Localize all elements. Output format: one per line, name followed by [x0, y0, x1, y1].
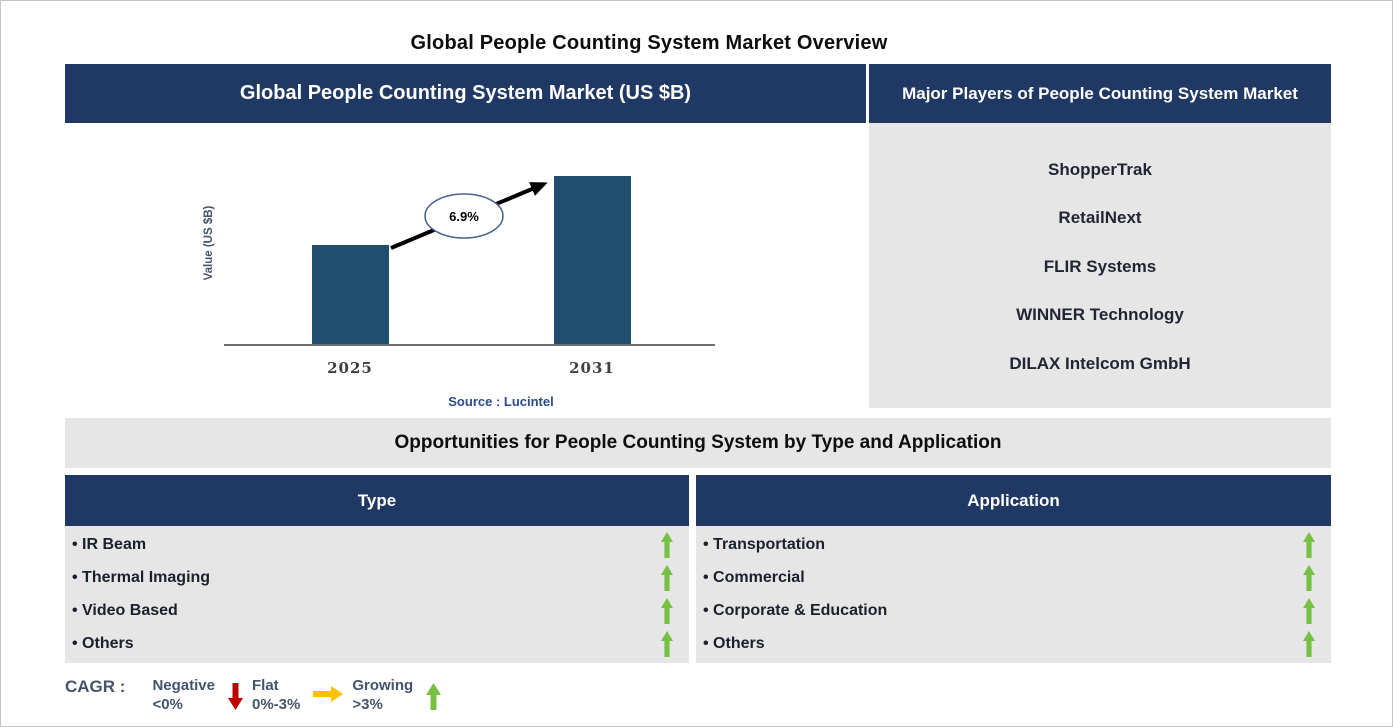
- major-players-header-label: Major Players of People Counting System …: [902, 83, 1298, 103]
- cagr-legend-label: CAGR :: [65, 677, 126, 696]
- list-item-label: Commercial: [703, 569, 1303, 587]
- flat-right-arrow-icon: [313, 686, 344, 702]
- legend-entry-negative: Negative <0%: [152, 676, 243, 714]
- type-header-label: Type: [357, 490, 397, 510]
- list-item: Thermal Imaging: [65, 561, 689, 594]
- list-item: Corporate & Education: [696, 595, 1331, 628]
- type-column-header: Type: [65, 475, 689, 526]
- cagr-value: 6.9%: [449, 209, 479, 224]
- opportunities-title-band: Opportunities for People Counting System…: [65, 418, 1331, 468]
- growing-up-arrow-icon: [661, 631, 673, 658]
- negative-down-arrow-icon: [227, 683, 243, 710]
- growing-up-arrow-icon: [426, 683, 442, 710]
- growing-up-arrow-icon: [1303, 531, 1315, 558]
- market-chart-header-label: Global People Counting System Market (US…: [239, 82, 692, 104]
- player-name: RetailNext: [1058, 208, 1142, 227]
- growing-up-arrow-icon: [661, 564, 673, 591]
- legend-entry-flat: Flat 0%-3%: [251, 676, 344, 714]
- legend-entry-range: 0%-3%: [251, 696, 301, 713]
- legend-entry-name: Flat: [251, 677, 279, 694]
- legend-entry-growing: Growing >3%: [352, 676, 442, 714]
- list-item-label: Thermal Imaging: [72, 569, 661, 587]
- list-item-label: Corporate & Education: [703, 602, 1303, 620]
- x-tick-2025: 2025: [327, 359, 373, 377]
- list-item: IR Beam: [65, 528, 689, 561]
- legend-entry-range: >3%: [352, 696, 383, 713]
- list-item: Video Based: [65, 595, 689, 628]
- opportunities-title: Opportunities for People Counting System…: [394, 432, 1002, 453]
- application-column-list: Transportation Commercial Corporate & Ed…: [696, 526, 1331, 663]
- list-item-label: IR Beam: [72, 536, 661, 554]
- list-item: Others: [65, 628, 689, 661]
- list-item: Others: [696, 628, 1331, 661]
- cagr-ellipse: [424, 193, 504, 239]
- bar-2025: [312, 245, 389, 344]
- x-tick-2031: 2031: [569, 359, 615, 377]
- list-item-label: Video Based: [72, 602, 661, 620]
- type-column-list: IR Beam Thermal Imaging Video Based Othe…: [65, 526, 689, 663]
- growing-up-arrow-icon: [661, 598, 673, 625]
- page-title: Global People Counting System Market Ove…: [410, 32, 888, 54]
- major-players-header: Major Players of People Counting System …: [869, 64, 1331, 123]
- bar-chart: Value (US $B) 6.9% 2025 2031 Source : Lu…: [203, 176, 715, 409]
- legend-entry-name: Growing: [352, 677, 414, 694]
- application-column-header: Application: [696, 475, 1331, 526]
- bar-2031: [554, 176, 631, 344]
- legend-entry-name: Negative: [152, 677, 215, 694]
- growing-up-arrow-icon: [1303, 631, 1315, 658]
- list-item: Transportation: [696, 528, 1331, 561]
- application-header-label: Application: [967, 490, 1060, 510]
- major-players-panel: ShopperTrak RetailNext FLIR Systems WINN…: [869, 123, 1331, 408]
- list-item: Commercial: [696, 561, 1331, 594]
- y-axis-label: Value (US $B): [203, 205, 215, 280]
- growing-up-arrow-icon: [1303, 564, 1315, 591]
- player-name: ShopperTrak: [1048, 159, 1152, 179]
- chart-source: Source : Lucintel: [448, 394, 553, 409]
- list-item-label: Others: [703, 635, 1303, 653]
- growing-up-arrow-icon: [1303, 598, 1315, 625]
- player-name: FLIR Systems: [1043, 256, 1157, 276]
- cagr-legend: CAGR : Negative <0% Flat 0%-3% Growing >…: [65, 676, 450, 714]
- list-item-label: Others: [72, 635, 661, 653]
- player-name: WINNER Technology: [1016, 305, 1184, 324]
- market-chart-header: Global People Counting System Market (US…: [65, 64, 866, 123]
- list-item-label: Transportation: [703, 536, 1303, 554]
- player-name: DILAX Intelcom GmbH: [1009, 353, 1191, 373]
- growing-up-arrow-icon: [661, 531, 673, 558]
- legend-entry-range: <0%: [152, 696, 183, 713]
